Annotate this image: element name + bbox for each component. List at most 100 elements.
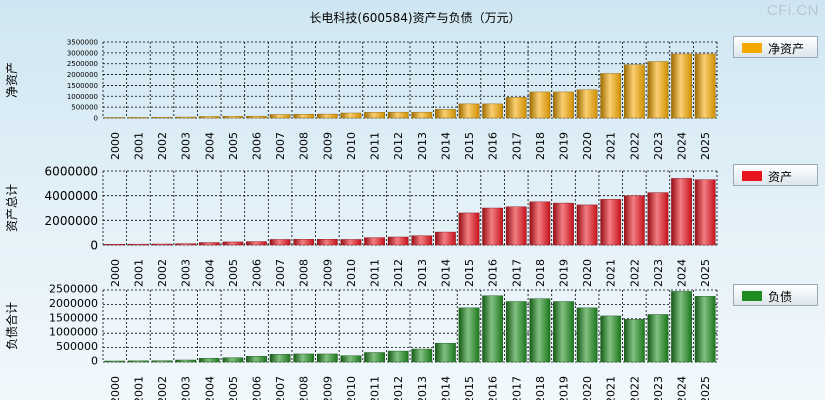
bar-2025 (694, 53, 716, 119)
y-tick-label: 3500000 (67, 39, 98, 47)
bar-2008 (293, 239, 315, 246)
x-tick-label: 2009 (321, 376, 334, 400)
bar-2004 (198, 116, 220, 119)
x-tick-label: 2016 (487, 132, 500, 160)
bar-2002 (151, 243, 173, 246)
y-tick-label: 2000000 (45, 214, 98, 228)
x-tick-label: 2024 (676, 132, 689, 160)
bar-2025 (694, 296, 716, 363)
x-tick-label: 2020 (581, 259, 594, 287)
bar-2011 (364, 352, 385, 363)
legend-swatch (742, 43, 762, 53)
x-tick-label: 2014 (439, 132, 452, 160)
x-tick-label: 2020 (581, 132, 594, 160)
y-tick-label: 500000 (56, 340, 98, 353)
x-tick-label: 2023 (652, 259, 665, 287)
bar-2006 (246, 115, 267, 119)
bar-2010 (340, 355, 362, 363)
x-tick-label: 2004 (203, 376, 216, 400)
legend-label: 负债 (768, 290, 793, 304)
x-tick-label: 2005 (227, 132, 240, 160)
x-tick-label: 2018 (534, 259, 547, 287)
legend-1: 净资产 (733, 36, 818, 58)
bar-2018 (529, 201, 551, 246)
x-tick-label: 2004 (203, 259, 216, 287)
bar-2002 (151, 117, 173, 119)
legend-swatch (742, 291, 762, 301)
bar-2003 (175, 243, 197, 246)
y-tick-label: 1500000 (67, 82, 98, 90)
bar-2006 (246, 241, 267, 246)
x-tick-label: 2011 (369, 132, 382, 160)
bar-2009 (316, 113, 338, 119)
bar-2021 (600, 73, 622, 119)
x-tick-label: 2023 (652, 376, 665, 400)
x-tick-label: 2022 (628, 376, 641, 400)
y-tick-label: 1500000 (49, 311, 98, 324)
x-tick-label: 2002 (156, 376, 169, 400)
x-tick-label: 2002 (156, 132, 169, 160)
x-tick-label: 2018 (534, 376, 547, 400)
bar-2014 (435, 343, 456, 363)
x-tick-label: 2021 (605, 132, 618, 160)
x-tick-label: 2015 (463, 132, 476, 160)
x-tick-label: 2016 (487, 376, 500, 400)
bar-2002 (151, 360, 173, 363)
bar-2009 (316, 353, 338, 363)
x-tick-label: 2007 (274, 376, 287, 400)
x-tick-label: 2005 (227, 259, 240, 287)
x-tick-label: 2012 (392, 132, 405, 160)
x-tick-label: 2011 (369, 259, 382, 287)
x-tick-label: 2012 (392, 376, 405, 400)
bar-2020 (576, 307, 598, 363)
y-tick-label: 0 (90, 239, 98, 253)
y-tick-label: 6000000 (45, 165, 98, 179)
bar-2005 (222, 357, 244, 363)
bar-2020 (576, 89, 598, 119)
y-axis-title: 资产总计 (5, 184, 19, 232)
x-tick-label: 2021 (605, 376, 618, 400)
legend-3: 负债 (733, 284, 818, 306)
x-tick-label: 2016 (487, 259, 500, 287)
x-tick-label: 2013 (416, 259, 429, 287)
bar-2016 (482, 103, 504, 119)
x-tick-label: 2009 (321, 259, 334, 287)
x-tick-label: 2013 (416, 132, 429, 160)
bar-2001 (128, 360, 149, 363)
bar-2015 (458, 307, 480, 363)
bar-2019 (553, 202, 574, 246)
x-tick-label: 2024 (676, 259, 689, 287)
bar-2010 (340, 239, 362, 246)
x-tick-label: 2015 (463, 259, 476, 287)
bar-2013 (411, 348, 433, 363)
x-tick-label: 2015 (463, 376, 476, 400)
bar-2015 (458, 212, 480, 246)
bar-2004 (198, 242, 220, 246)
watermark: CFi.CN (766, 2, 819, 19)
x-tick-label: 2001 (132, 132, 145, 160)
x-tick-label: 2019 (558, 259, 571, 287)
bar-2012 (387, 236, 409, 246)
x-tick-label: 2010 (345, 259, 358, 287)
x-tick-label: 2013 (416, 376, 429, 400)
x-tick-label: 2023 (652, 132, 665, 160)
x-tick-label: 2025 (699, 376, 712, 400)
x-tick-label: 2018 (534, 132, 547, 160)
bar-2000 (104, 244, 126, 246)
legend-swatch (742, 171, 762, 181)
bar-2023 (647, 314, 669, 363)
bar-2013 (411, 235, 433, 246)
bar-2012 (387, 350, 409, 363)
bar-2019 (553, 91, 574, 119)
x-tick-label: 2019 (558, 376, 571, 400)
bar-2017 (505, 97, 527, 119)
bar-2011 (364, 237, 385, 246)
bar-2014 (435, 231, 456, 246)
bar-2022 (623, 319, 645, 363)
bar-2013 (411, 111, 433, 119)
bar-2001 (128, 243, 149, 246)
bar-2017 (505, 301, 527, 363)
legend-label: 净资产 (768, 42, 805, 56)
bar-2000 (104, 117, 126, 119)
